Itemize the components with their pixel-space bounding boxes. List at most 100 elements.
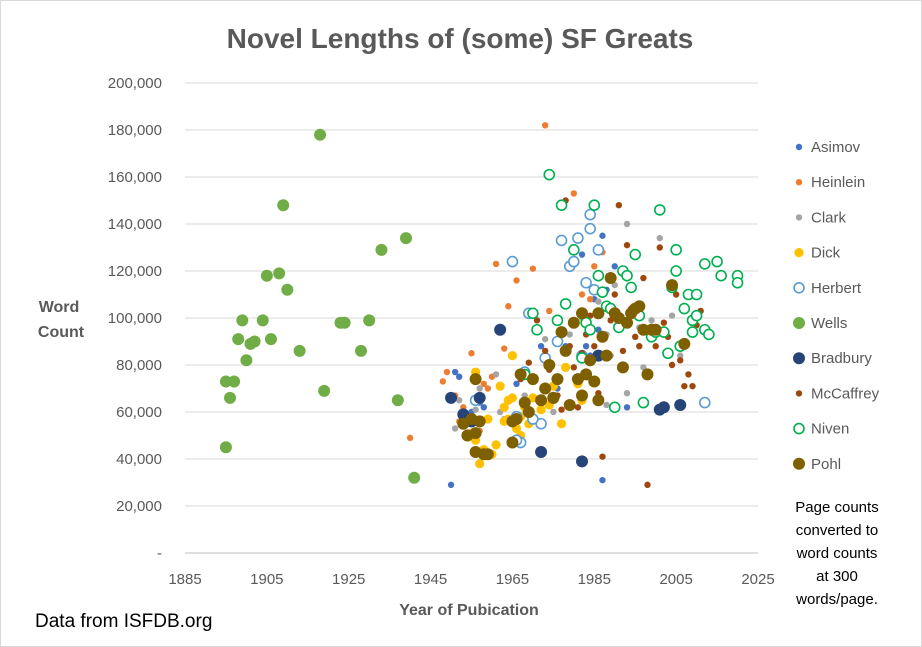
data-point xyxy=(653,204,666,216)
data-point xyxy=(445,391,458,404)
y-tick-label: 80,000 xyxy=(116,357,162,374)
data-point xyxy=(604,272,617,285)
data-point xyxy=(596,330,609,343)
chart-title: Novel Lengths of (some) SF Greats xyxy=(227,23,694,54)
legend-label: Pohl xyxy=(811,456,841,473)
legend-label: McCaffrey xyxy=(811,385,880,402)
data-point xyxy=(586,312,594,319)
data-point xyxy=(522,406,535,418)
data-point xyxy=(623,220,631,228)
data-point xyxy=(615,202,623,209)
legend-label: Herbert xyxy=(811,280,862,297)
legend-marker xyxy=(795,179,803,186)
y-tick-label: 160,000 xyxy=(108,169,162,186)
data-point xyxy=(526,373,539,386)
data-point xyxy=(408,471,421,484)
data-point xyxy=(541,335,549,343)
data-points xyxy=(219,122,744,489)
data-point xyxy=(584,208,596,221)
legend-label: Clark xyxy=(811,209,847,226)
data-point xyxy=(469,427,482,440)
data-point xyxy=(649,323,662,336)
data-point xyxy=(507,351,518,361)
data-point xyxy=(578,251,586,258)
data-point xyxy=(703,328,715,341)
data-point xyxy=(256,314,269,327)
data-point xyxy=(690,288,703,301)
data-point xyxy=(513,277,520,284)
data-point xyxy=(473,415,486,428)
data-point xyxy=(506,255,519,268)
data-point xyxy=(527,307,539,320)
data-point xyxy=(611,291,618,298)
legend-label: Dick xyxy=(811,245,841,262)
data-point xyxy=(636,343,643,350)
data-point xyxy=(619,347,627,355)
data-point xyxy=(599,232,606,239)
data-point xyxy=(494,323,507,336)
x-axis-title: Year of Pubication xyxy=(399,602,539,619)
data-point xyxy=(555,199,568,211)
data-point xyxy=(547,391,560,404)
data-point xyxy=(506,415,519,428)
data-point xyxy=(644,481,651,489)
data-point xyxy=(531,323,543,336)
data-point xyxy=(551,335,564,348)
y-tick-label: 60,000 xyxy=(116,404,162,421)
data-point xyxy=(264,333,277,346)
data-point xyxy=(451,425,459,432)
data-point xyxy=(559,344,572,357)
data-point xyxy=(584,323,596,336)
data-point xyxy=(670,244,682,256)
data-point xyxy=(681,382,688,390)
data-point xyxy=(480,404,487,411)
legend-label: Asimov xyxy=(811,139,861,156)
data-point xyxy=(566,331,573,338)
data-point xyxy=(495,381,505,391)
y-tick-label: 200,000 xyxy=(108,75,162,92)
data-point xyxy=(623,241,631,249)
legend-marker xyxy=(793,317,805,329)
y-tick-label: 100,000 xyxy=(108,310,162,327)
data-point xyxy=(551,373,564,386)
legend-item-bradbury: Bradbury xyxy=(793,350,872,367)
y-tick-label: - xyxy=(157,545,162,562)
data-point xyxy=(537,343,545,350)
note-line-4: at 300 xyxy=(816,568,858,585)
data-point xyxy=(543,359,556,371)
legend-label: Heinlein xyxy=(811,174,865,191)
data-point xyxy=(623,404,631,411)
legend-marker xyxy=(793,422,805,435)
data-point xyxy=(567,316,580,329)
x-tick-label: 1945 xyxy=(414,571,447,588)
data-point xyxy=(668,361,676,369)
data-point xyxy=(698,258,711,270)
y-tick-label: 40,000 xyxy=(116,451,162,468)
data-point xyxy=(588,375,601,388)
data-point xyxy=(576,389,589,402)
data-point xyxy=(686,326,699,338)
data-point xyxy=(456,373,463,380)
x-tick-label: 1925 xyxy=(332,571,365,588)
data-point xyxy=(677,352,684,359)
data-point xyxy=(678,302,691,315)
legend-item-wells: Wells xyxy=(793,315,847,332)
legend-marker xyxy=(795,390,803,397)
legend-label: Bradbury xyxy=(811,350,872,367)
note-line-3: word counts xyxy=(796,545,878,562)
data-point xyxy=(632,333,639,340)
data-point xyxy=(541,122,549,129)
data-point xyxy=(555,326,568,339)
data-point xyxy=(563,398,576,411)
data-point xyxy=(439,378,447,385)
data-point xyxy=(468,350,475,357)
data-point xyxy=(492,260,500,268)
data-point xyxy=(456,397,463,404)
data-point xyxy=(672,291,680,298)
data-point xyxy=(507,393,518,403)
x-tick-label: 1985 xyxy=(578,571,611,588)
data-point xyxy=(533,317,541,324)
data-point xyxy=(621,316,634,329)
